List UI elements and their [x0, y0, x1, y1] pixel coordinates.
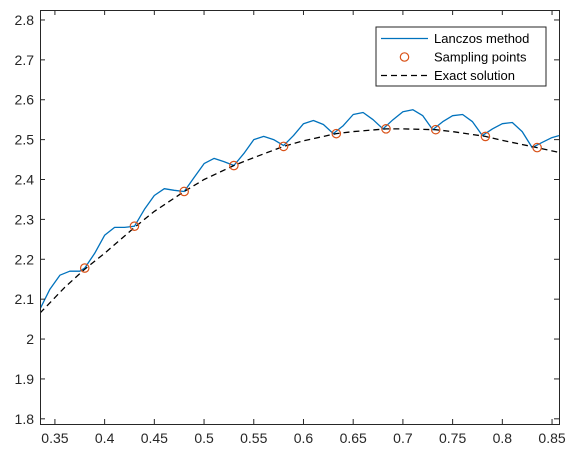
x-tick-label: 0.65 [340, 430, 367, 446]
x-tick-label: 0.55 [240, 430, 267, 446]
sampling-point [79, 263, 90, 273]
y-tick-label: 1.9 [15, 371, 35, 387]
legend-label-lanczos: Lanczos method [434, 31, 529, 46]
y-tick-label: 2.4 [15, 172, 35, 188]
legend-swatch-sampling [399, 52, 410, 62]
legend-box [375, 26, 547, 87]
y-tick-label: 2.6 [15, 92, 35, 108]
sampling-point [229, 160, 239, 171]
series-line-lanczos [40, 109, 559, 310]
y-tick-label: 1.8 [15, 411, 35, 427]
x-tick-label: 0.8 [493, 430, 513, 446]
x-tick-label: 0.75 [439, 430, 466, 446]
y-tick-label: 2 [26, 331, 34, 347]
x-tick-label: 0.35 [41, 430, 68, 446]
sampling-point [278, 141, 289, 152]
sampling-point [480, 131, 491, 142]
sampling-point [532, 142, 542, 153]
sampling-point [430, 124, 441, 135]
legend-label-exact: Exact solution [434, 68, 515, 83]
y-tick-label: 2.1 [15, 291, 35, 307]
x-tick-label: 0.85 [538, 430, 565, 446]
x-tick-label: 0.45 [141, 430, 168, 446]
axes-box [40, 10, 560, 425]
y-tick-label: 2.8 [15, 12, 35, 28]
plot-area [40, 109, 559, 314]
series-line-exact [40, 128, 559, 314]
y-tick-label: 2.5 [15, 132, 35, 148]
x-tick-label: 0.4 [95, 430, 115, 446]
x-tick-label: 0.6 [294, 430, 314, 446]
legend-label-sampling: Sampling points [434, 50, 527, 65]
y-tick-label: 2.3 [15, 211, 35, 227]
sampling-point [129, 221, 140, 231]
x-tick-label: 0.7 [393, 430, 413, 446]
y-tick-label: 2.2 [15, 251, 35, 267]
sampling-point [381, 124, 391, 134]
legend: Lanczos method Sampling points Exact sol… [375, 26, 547, 87]
sampling-point [179, 186, 189, 197]
x-tick-label: 0.5 [194, 430, 214, 446]
sampling-point [331, 128, 342, 139]
axis-ticks: 0.35 0.4 0.45 0.5 0.55 0.6 0.65 0.7 0.75 0.8 0.85 1… [15, 10, 566, 446]
y-tick-label: 2.7 [15, 52, 35, 68]
